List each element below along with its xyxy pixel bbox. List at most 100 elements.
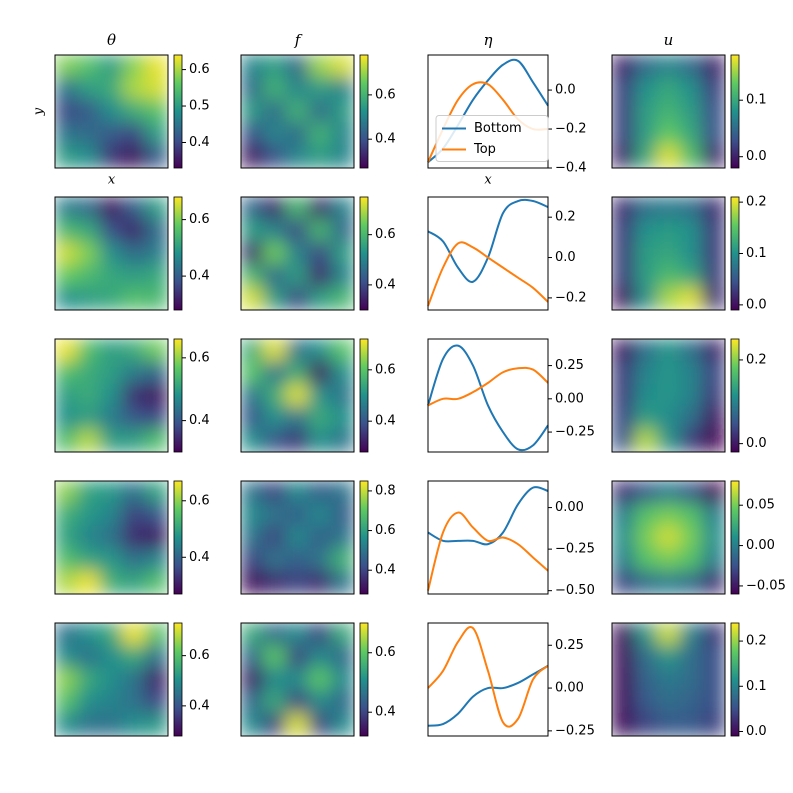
heatmap-cell [679,99,703,124]
heatmap-cell [55,286,79,310]
heatmap-cell [241,503,265,527]
heatmap-cell [634,361,658,385]
heatmap-cell [701,645,725,669]
heatmap-cell [656,548,681,572]
heatmap-cell [308,481,332,505]
line-series [427,626,549,728]
colorbar [359,54,369,169]
heatmap-cell [634,481,658,505]
axes-frame [611,196,726,311]
heatmap-cell [77,645,101,669]
x-axis-label: x [108,173,116,188]
colorbar-tick-label: 0.4 [189,413,210,428]
line-series [427,486,549,546]
heatmap-cell [656,503,681,527]
colorbar-tick-label: 0.6 [375,645,396,660]
heatmap-cell [55,503,79,527]
heatmap-cell [144,286,168,310]
heatmap-cell [330,428,354,452]
colorbar [730,196,740,311]
heatmap-cell [634,525,658,550]
colorbar-tick-label: 0.1 [746,93,767,108]
heatmap-cell [701,481,725,505]
heatmap-cell [634,219,658,243]
heatmap-cell [99,197,124,221]
heatmap-cell [330,383,354,408]
heatmap-cell [263,77,287,101]
heatmap-cell [612,525,636,550]
heatmap-cell [144,690,168,714]
heatmap-cell [241,667,265,692]
heatmap-cell [330,122,354,146]
heatmap-cell [77,570,101,594]
colorbar-tick-label: −0.05 [746,578,786,593]
heatmap-cell [656,361,681,385]
heatmap-cell [144,339,168,363]
heatmap-cell [263,548,287,572]
heatmap-cell [679,623,703,647]
heatmap-cell [55,667,79,692]
heatmap-cell [122,99,146,124]
colorbar-tick-label: 0.0 [746,436,767,451]
heatmap-cell [55,264,79,288]
colorbar [730,480,740,595]
heatmap-cell [263,667,287,692]
heatmap-cell [308,77,332,101]
heatmap-cell [308,99,332,124]
colorbar [730,338,740,453]
heatmap-cell [55,77,79,101]
heatmap-cell [330,144,354,168]
heatmap [241,481,354,594]
x-axis-label: x [484,173,492,188]
heatmap-cell [612,99,636,124]
y-tick-label: 0.00 [555,500,584,515]
heatmap-cell [241,55,265,79]
heatmap-cell [634,77,658,101]
heatmap-cell [122,144,146,168]
heatmap-cell [679,197,703,221]
colorbar-tick-label: 0.6 [189,350,210,365]
heatmap-cell [55,548,79,572]
y-tick-label: −0.4 [555,161,587,176]
heatmap-cell [122,645,146,669]
heatmap-cell [241,99,265,124]
colorbar-tick-label: 0.6 [375,362,396,377]
heatmap-cell [634,264,658,288]
colorbar-tick-label: 0.2 [746,634,767,649]
heatmap-cell [55,428,79,452]
heatmap-cell [241,428,265,452]
heatmap-cell [263,144,287,168]
heatmap-cell [330,548,354,572]
heatmap-cell [679,406,703,430]
heatmap-cells [241,623,354,736]
heatmap-cell [99,406,124,430]
heatmap-cell [99,241,124,266]
heatmap-cell [634,241,658,266]
heatmap-cell [55,481,79,505]
heatmap-cell [330,481,354,505]
legend-label: Top [473,142,496,157]
heatmap-cell [634,645,658,669]
heatmap-cell [634,144,658,168]
heatmap-cell [701,667,725,692]
heatmap-cell [263,99,287,124]
y-tick-label: 0.25 [555,358,584,373]
heatmap-cell [241,623,265,647]
heatmap-cells [55,339,168,452]
heatmap-cell [656,122,681,146]
axes-frame [240,480,355,595]
heatmap-cell [77,361,101,385]
heatmap-cell [285,712,310,736]
heatmap-cell [612,55,636,79]
heatmap-cell [308,428,332,452]
heatmap-cell [679,525,703,550]
heatmap-cell [701,241,725,266]
colorbar-tick-label: 0.2 [746,352,767,367]
heatmap-cell [634,548,658,572]
colorbar-tick-label: 0.4 [189,550,210,565]
heatmap-cell [656,383,681,408]
heatmap-cell [308,690,332,714]
heatmap-cell [285,99,310,124]
heatmap-cell [656,197,681,221]
heatmap-cell [308,406,332,430]
